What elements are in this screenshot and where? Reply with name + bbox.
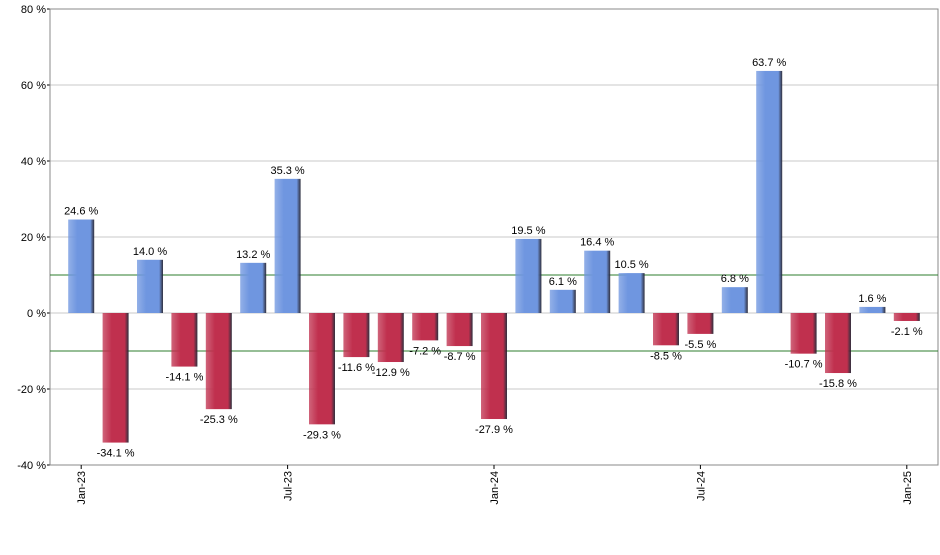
bar <box>825 313 851 374</box>
x-tick-label: Jul-23 <box>283 471 295 501</box>
bar <box>859 306 886 313</box>
value-label: 6.1 % <box>549 276 577 288</box>
bar <box>377 313 404 363</box>
x-tick-label: Jul-24 <box>695 471 707 501</box>
value-label: -10.7 % <box>785 359 823 371</box>
y-tick-label: 40 % <box>21 156 46 168</box>
y-tick-label: 60 % <box>21 80 46 92</box>
x-tick-label: Jan-24 <box>489 471 501 505</box>
value-label: 10.5 % <box>614 259 648 271</box>
y-tick-label: -40 % <box>17 460 46 472</box>
value-label: 14.0 % <box>133 246 167 258</box>
value-label: -15.8 % <box>819 378 857 390</box>
value-label: -27.9 % <box>475 424 513 436</box>
value-label: 6.8 % <box>721 273 749 285</box>
bar <box>343 313 370 358</box>
value-label: -2.1 % <box>891 326 923 338</box>
bar <box>893 313 920 321</box>
value-label: 24.6 % <box>64 206 98 218</box>
bar <box>618 273 645 313</box>
value-label: 35.3 % <box>270 165 304 177</box>
x-tick-label: Jan-25 <box>902 471 914 505</box>
bar <box>687 313 714 334</box>
y-tick-label: 20 % <box>21 232 46 244</box>
bar <box>756 70 783 313</box>
value-label: -25.3 % <box>200 414 238 426</box>
bar <box>68 219 95 313</box>
bar <box>549 289 576 313</box>
value-label: 13.2 % <box>236 249 270 261</box>
value-label: 63.7 % <box>752 57 786 69</box>
value-label: 16.4 % <box>580 237 614 249</box>
bar <box>653 313 679 346</box>
bar <box>790 313 817 354</box>
y-tick-label: -20 % <box>17 384 46 396</box>
bar <box>515 238 542 313</box>
bar <box>171 313 198 367</box>
value-label: -14.1 % <box>165 372 203 384</box>
value-label: -5.5 % <box>685 339 717 351</box>
bar <box>721 287 748 313</box>
value-label: -11.6 % <box>338 362 375 374</box>
value-label: -29.3 % <box>303 429 341 441</box>
x-tick-label: Jan-23 <box>76 471 88 505</box>
value-label: 19.5 % <box>511 225 545 237</box>
bar <box>412 313 439 341</box>
bar <box>102 313 129 443</box>
bar <box>240 262 267 313</box>
bar <box>584 250 611 313</box>
bar <box>446 313 473 347</box>
value-label: 1.6 % <box>858 293 886 305</box>
value-label: -34.1 % <box>97 448 135 460</box>
value-label: -8.5 % <box>650 350 682 362</box>
bar <box>481 313 507 420</box>
bar <box>205 313 232 410</box>
y-tick-label: 80 % <box>21 4 46 16</box>
value-label: -7.2 % <box>409 345 441 357</box>
bar <box>274 178 301 313</box>
bar <box>309 313 335 425</box>
value-label: -8.7 % <box>444 351 476 363</box>
y-tick-label: 0 % <box>27 308 46 320</box>
bar <box>137 259 163 313</box>
value-label: -12.9 % <box>372 367 410 379</box>
